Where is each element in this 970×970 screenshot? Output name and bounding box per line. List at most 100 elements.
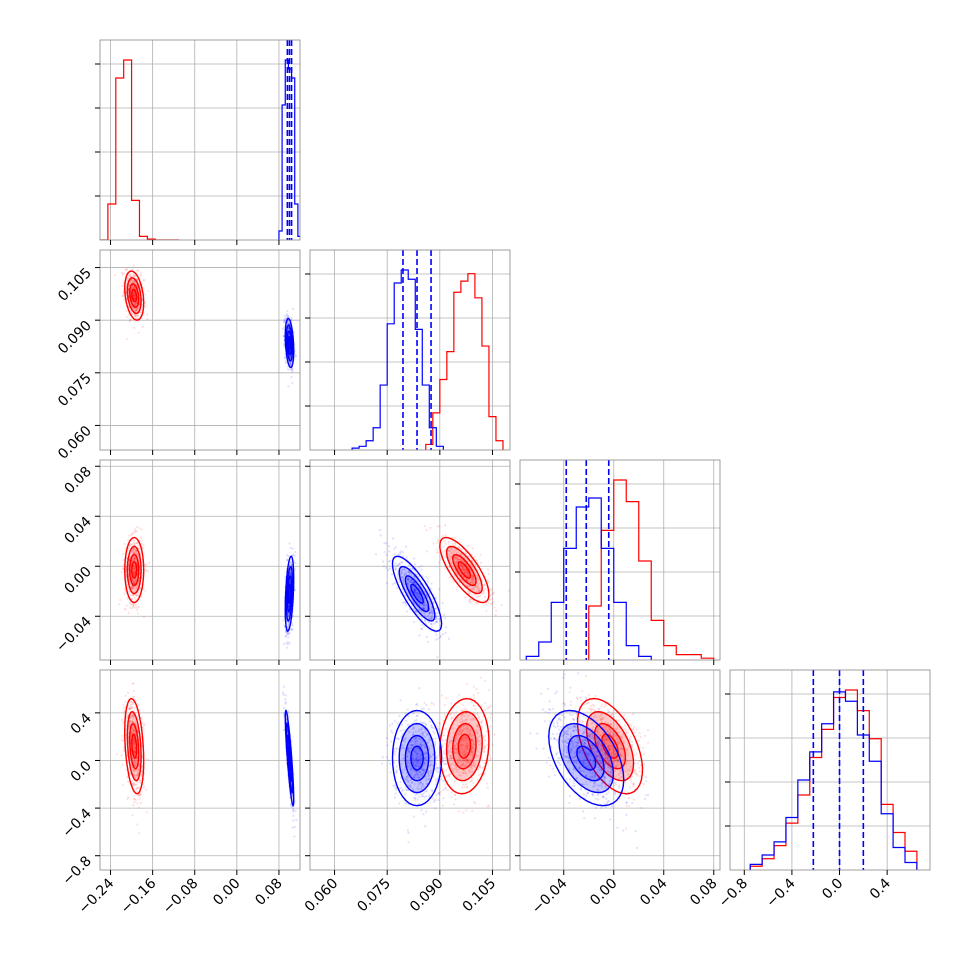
scatter-point <box>131 597 134 601</box>
scatter-point <box>464 745 467 749</box>
scatter-point <box>423 619 427 622</box>
scatter-point <box>436 538 439 541</box>
scatter-point <box>434 607 438 610</box>
scatter-point <box>414 591 417 594</box>
scatter-point <box>450 790 453 794</box>
scatter-point <box>128 534 131 537</box>
scatter-point <box>287 328 291 331</box>
scatter-point <box>410 579 414 582</box>
y-tick-label: −0.4 <box>59 806 94 841</box>
scatter-point <box>293 554 296 557</box>
scatter-point <box>413 588 416 592</box>
scatter-point <box>133 580 136 584</box>
scatter-point <box>470 754 474 757</box>
scatter-point <box>490 712 493 716</box>
scatter-point <box>289 363 292 366</box>
scatter-point <box>401 569 404 572</box>
scatter-point <box>455 571 458 574</box>
scatter-point <box>403 571 406 575</box>
scatter-point <box>136 306 139 309</box>
scatter-point <box>457 558 460 561</box>
scatter-point <box>138 547 141 550</box>
scatter-point <box>142 615 146 618</box>
scatter-point <box>484 739 487 742</box>
scatter-point <box>291 794 294 797</box>
scatter-point <box>481 725 484 728</box>
scatter-point <box>285 553 289 557</box>
scatter-point <box>461 786 464 789</box>
scatter-point <box>417 566 421 569</box>
scatter-point <box>491 592 494 595</box>
scatter-point <box>289 361 292 364</box>
scatter-point <box>291 624 294 627</box>
scatter-point <box>284 360 287 363</box>
scatter-point <box>405 556 408 559</box>
scatter-point <box>132 547 135 550</box>
scatter-point <box>465 745 469 748</box>
scatter-point <box>141 754 144 758</box>
scatter-point <box>466 730 469 733</box>
scatter-point <box>134 303 137 306</box>
scatter-point <box>459 733 462 736</box>
scatter-point <box>474 563 477 567</box>
scatter-point <box>456 732 459 735</box>
scatter-point <box>288 572 292 575</box>
scatter-point <box>413 590 416 593</box>
scatter-point <box>473 556 476 559</box>
scatter-point <box>437 551 440 554</box>
scatter-point <box>137 554 140 558</box>
scatter-point <box>136 768 139 771</box>
scatter-point <box>464 752 467 755</box>
scatter-point <box>138 778 141 782</box>
scatter-point <box>137 605 140 608</box>
scatter-point <box>401 555 405 558</box>
scatter-point <box>420 627 424 631</box>
scatter-point <box>476 583 480 586</box>
scatter-point <box>133 551 136 555</box>
scatter-point <box>471 575 474 578</box>
scatter-point <box>131 286 134 289</box>
scatter-point <box>132 593 135 597</box>
scatter-point <box>479 561 483 564</box>
scatter-point <box>448 557 451 560</box>
scatter-point <box>122 290 125 293</box>
scatter-point <box>442 750 446 753</box>
scatter-point <box>423 625 426 628</box>
scatter-point <box>413 563 417 566</box>
scatter-point <box>291 367 294 370</box>
scatter-point <box>130 731 133 734</box>
scatter-point <box>461 704 464 707</box>
scatter-point <box>448 544 451 547</box>
scatter-point <box>477 715 481 719</box>
scatter-point <box>470 738 473 742</box>
scatter-point <box>487 706 491 709</box>
scatter-point <box>455 560 459 563</box>
scatter-point <box>455 748 458 751</box>
scatter-point <box>476 585 479 588</box>
scatter-point <box>466 727 469 731</box>
scatter-point <box>435 548 438 551</box>
scatter-point <box>489 725 492 728</box>
scatter-point <box>449 550 452 554</box>
scatter-point <box>415 591 419 595</box>
scatter-point <box>462 725 465 728</box>
scatter-point <box>483 599 486 602</box>
y-tick-label: 0.060 <box>55 423 95 463</box>
scatter-point <box>418 603 421 606</box>
scatter-point <box>457 546 460 549</box>
scatter-point <box>476 724 480 727</box>
scatter-point <box>134 309 137 313</box>
scatter-point <box>431 612 434 615</box>
scatter-point <box>472 685 475 688</box>
scatter-point <box>452 543 455 546</box>
scatter-point <box>133 292 136 295</box>
scatter-point <box>467 761 471 764</box>
scatter-point <box>137 794 140 797</box>
scatter-point <box>127 704 130 707</box>
scatter-point <box>128 283 131 287</box>
scatter-point <box>479 553 482 556</box>
scatter-point <box>138 303 141 306</box>
scatter-point <box>135 608 139 612</box>
scatter-point <box>142 785 145 788</box>
